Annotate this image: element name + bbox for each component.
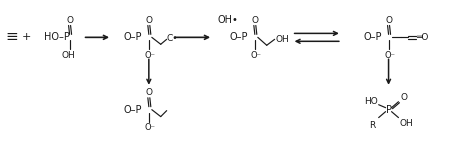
Text: OH: OH [400,119,413,128]
Text: ═O: ═O [416,33,428,42]
Text: O: O [146,88,152,97]
Text: O–P: O–P [230,32,248,42]
Text: C•: C• [167,34,178,43]
Text: HO–P: HO–P [44,32,70,42]
Text: +: + [21,32,31,42]
Text: O–P: O–P [364,32,382,42]
Text: O: O [146,16,152,25]
Text: O: O [385,16,392,25]
Text: ≡: ≡ [6,30,18,44]
Text: OH: OH [62,51,75,60]
Text: O–P: O–P [124,32,142,42]
Text: O: O [66,16,73,25]
Text: O⁻: O⁻ [144,51,155,60]
Text: P: P [385,105,392,115]
Text: O⁻: O⁻ [384,51,395,60]
Text: O: O [251,16,258,25]
Text: O⁻: O⁻ [144,123,155,132]
Text: O–P: O–P [124,105,142,115]
Text: OH: OH [276,35,290,44]
Text: O: O [401,93,408,102]
Text: HO: HO [364,97,378,106]
Text: R: R [370,121,376,130]
Text: OH•: OH• [218,15,238,25]
Text: O⁻: O⁻ [250,51,261,60]
